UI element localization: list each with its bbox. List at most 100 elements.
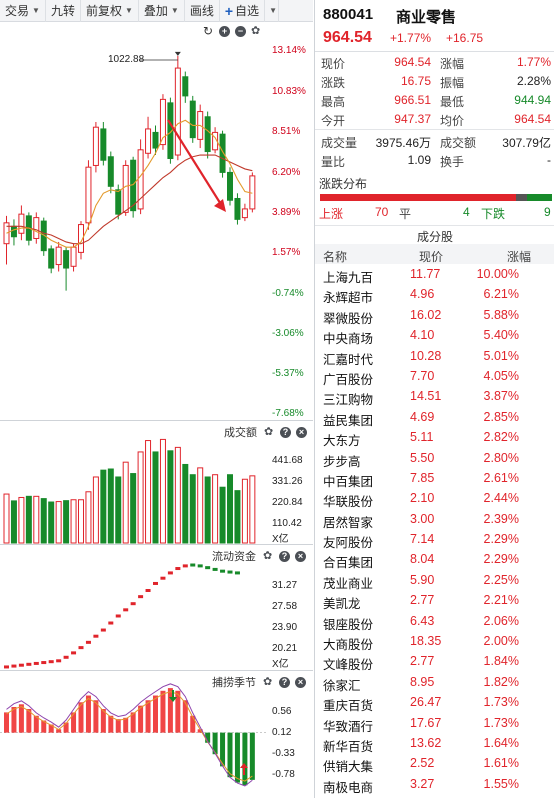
divider	[315, 129, 554, 130]
flow-bar	[115, 614, 121, 618]
axis-label: -0.74%	[272, 288, 304, 299]
table-row[interactable]: 中百集团 7.85 2.61%	[315, 468, 554, 489]
table-row[interactable]: 新华百货 13.62 1.64%	[315, 733, 554, 754]
minus-icon[interactable]: −	[235, 26, 246, 37]
gear-icon[interactable]: ✿	[264, 425, 274, 438]
close-icon[interactable]: ×	[295, 676, 306, 688]
up-label: 上涨	[319, 207, 344, 221]
table-row[interactable]: 益民集团 4.69 2.85%	[315, 407, 554, 428]
watchlist-dropdown[interactable]: ▼	[265, 0, 280, 22]
flow-bar	[227, 570, 233, 574]
table-row[interactable]: 华致酒行 17.67 1.73%	[315, 713, 554, 734]
gear-icon[interactable]: ✿	[263, 549, 273, 562]
stock-name: 新华百货	[323, 739, 374, 754]
column-header-change[interactable]: 涨幅	[507, 250, 532, 264]
chart-area[interactable]: 交易 ▼ 九转 前复权 ▼ 叠加 ▼ 画线 + 自选 ▼ ↻ + − ✿ 1022.88…	[0, 0, 313, 798]
column-header-name[interactable]: 名称	[323, 250, 348, 264]
table-row[interactable]: 三江购物 14.51 3.87%	[315, 386, 554, 408]
nine-turn-label: 九转	[50, 4, 75, 18]
stock-change: 5.01%	[483, 348, 519, 363]
stats-row: 最高 966.51 最低 944.94	[315, 90, 554, 109]
table-row[interactable]: 重庆百货 26.47 1.73%	[315, 692, 554, 713]
catch-panel-title: 捕捞季节	[212, 677, 256, 689]
stat-value: -	[547, 153, 551, 167]
volume-bar	[159, 438, 166, 544]
refresh-icon[interactable]: ↻	[203, 24, 214, 38]
table-row[interactable]: 翠微股份 16.02 5.88%	[315, 305, 554, 326]
gear-icon[interactable]: ✿	[263, 675, 273, 688]
stock-change: 2.29%	[483, 532, 519, 547]
chart-canvas[interactable]	[0, 40, 313, 798]
help-icon[interactable]: ?	[279, 676, 290, 688]
stat-value: 964.54	[394, 55, 431, 69]
adjust-button[interactable]: 前复权 ▼	[81, 0, 139, 22]
watchlist-button[interactable]: + 自选	[220, 0, 266, 22]
volume-bar	[227, 474, 233, 544]
table-row[interactable]: 居然智家 3.00 2.39%	[315, 509, 554, 530]
draw-line-button[interactable]: 画线	[185, 0, 220, 22]
overlay-button[interactable]: 叠加 ▼	[139, 0, 185, 22]
candle-body	[241, 208, 248, 219]
stock-change: 2.44%	[483, 491, 519, 506]
table-row[interactable]: 广百股份 7.70 4.05%	[315, 366, 554, 387]
stock-price: 7.14	[410, 532, 435, 547]
help-icon[interactable]: ?	[280, 426, 291, 438]
trade-button[interactable]: 交易 ▼	[0, 0, 46, 22]
catch-bar	[160, 690, 166, 733]
volume-bar	[107, 468, 114, 544]
candle-body	[189, 100, 196, 139]
table-row[interactable]: 茂业商业 5.90 2.25%	[315, 570, 554, 591]
moving-averages	[6, 119, 253, 248]
stock-name: 中百集团	[323, 474, 374, 489]
nine-turn-button[interactable]: 九转	[46, 0, 81, 22]
table-row[interactable]: 大东方 5.11 2.82%	[315, 427, 554, 448]
gear-icon[interactable]: ✿	[251, 25, 261, 37]
flow-bar	[85, 640, 91, 644]
catch-line-b	[6, 683, 253, 787]
flow-bar	[41, 661, 47, 665]
table-row[interactable]: 永辉超市 4.96 6.21%	[315, 284, 554, 305]
table-row[interactable]: 中央商场 4.10 5.40%	[315, 325, 554, 346]
column-header-price[interactable]: 现价	[419, 250, 444, 264]
axis-label: 10.83%	[272, 86, 306, 97]
candle-body	[48, 248, 55, 269]
stock-name: 三江购物	[323, 393, 374, 408]
candle-body	[63, 250, 70, 269]
table-row[interactable]: 友阿股份 7.14 2.29%	[315, 529, 554, 550]
close-icon[interactable]: ×	[296, 426, 307, 438]
stat-label: 最高	[321, 95, 346, 109]
catch-bar	[175, 690, 181, 733]
table-row[interactable]: 汇嘉时代 10.28 5.01%	[315, 346, 554, 367]
stock-change: 4.05%	[483, 368, 519, 383]
table-row[interactable]: 大商股份 18.35 2.00%	[315, 631, 554, 652]
axis-label: 441.68	[272, 455, 303, 466]
flow-bar	[48, 660, 54, 664]
close-icon[interactable]: ×	[295, 550, 306, 562]
volume-bar	[130, 473, 137, 544]
stock-change: 10.00%	[476, 267, 519, 281]
table-row[interactable]: 徐家汇 8.95 1.82%	[315, 672, 554, 693]
flat-count: 4	[463, 205, 470, 219]
stock-change: 3.87%	[483, 389, 519, 404]
volume-bar	[204, 476, 211, 544]
table-row[interactable]: 华联股份 2.10 2.44%	[315, 488, 554, 509]
catch-bar	[130, 712, 136, 733]
table-row[interactable]: 上海九百 11.77 10.00%	[315, 264, 554, 285]
plus-icon[interactable]: +	[219, 26, 230, 37]
table-row[interactable]: 美凯龙 2.77 2.21%	[315, 590, 554, 611]
catch-bar	[220, 732, 226, 767]
table-row[interactable]: 供销大集 2.52 1.61%	[315, 753, 554, 774]
stock-name: 文峰股份	[323, 658, 374, 673]
table-row[interactable]: 文峰股份 2.77 1.84%	[315, 651, 554, 673]
table-row[interactable]: 南极电商 3.27 1.55%	[315, 774, 554, 795]
help-icon[interactable]: ?	[279, 550, 290, 562]
catch-bar	[249, 732, 255, 780]
volume-bar	[70, 499, 77, 544]
candle-body	[152, 131, 159, 149]
table-row[interactable]: 银座股份 6.43 2.06%	[315, 611, 554, 632]
flow-bar	[182, 564, 188, 568]
table-row[interactable]: 合百集团 8.04 2.29%	[315, 549, 554, 570]
price-candles	[3, 55, 256, 291]
table-row[interactable]: 步步高 5.50 2.80%	[315, 448, 554, 469]
overlay-label: 叠加	[143, 4, 168, 18]
